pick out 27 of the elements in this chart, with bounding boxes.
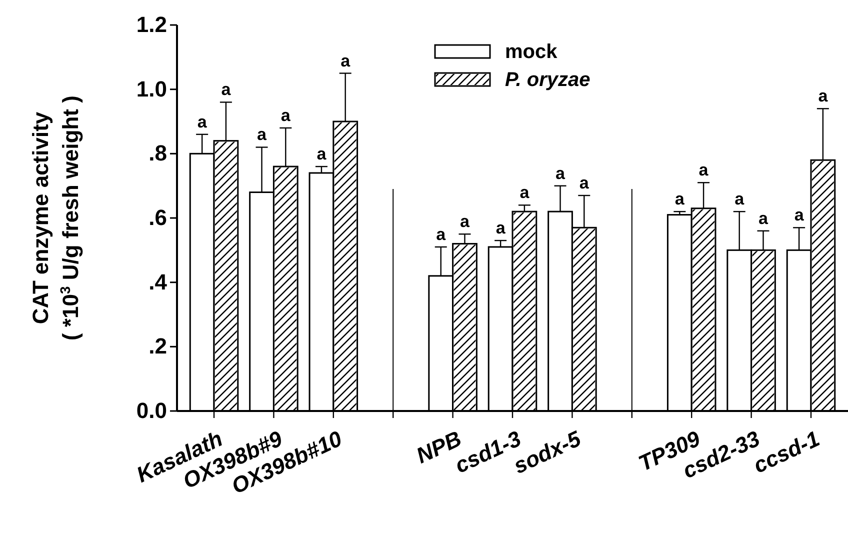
annotation: a xyxy=(818,86,828,106)
legend-label: mock xyxy=(505,41,558,63)
annotation: a xyxy=(460,212,470,232)
y-tick-label: .6 xyxy=(148,205,167,230)
y-tick-label: .8 xyxy=(148,140,167,166)
legend-label: P. oryzae xyxy=(505,69,590,91)
annotation: a xyxy=(257,125,268,144)
annotation: a xyxy=(340,51,351,70)
annotation: a xyxy=(794,206,804,225)
annotation: a xyxy=(520,183,530,202)
y-tick-label: .4 xyxy=(148,269,168,294)
annotation: a xyxy=(734,190,745,209)
y-tick-label: 1.2 xyxy=(136,12,167,38)
annotation: a xyxy=(280,106,291,125)
annotation: a xyxy=(674,190,685,209)
annotation: a xyxy=(316,144,327,164)
annotation: a xyxy=(579,173,590,192)
annotation: a xyxy=(221,80,232,100)
annotation: a xyxy=(758,208,768,228)
y-tick-label: 1.0 xyxy=(136,76,167,102)
annotation: a xyxy=(698,160,709,180)
y-tick-label: 0.0 xyxy=(136,398,167,424)
annotation: a xyxy=(556,164,566,183)
annotation: a xyxy=(496,218,506,238)
annotation: a xyxy=(436,224,446,244)
y-tick-label: .2 xyxy=(148,334,167,359)
annotation: a xyxy=(197,112,208,132)
